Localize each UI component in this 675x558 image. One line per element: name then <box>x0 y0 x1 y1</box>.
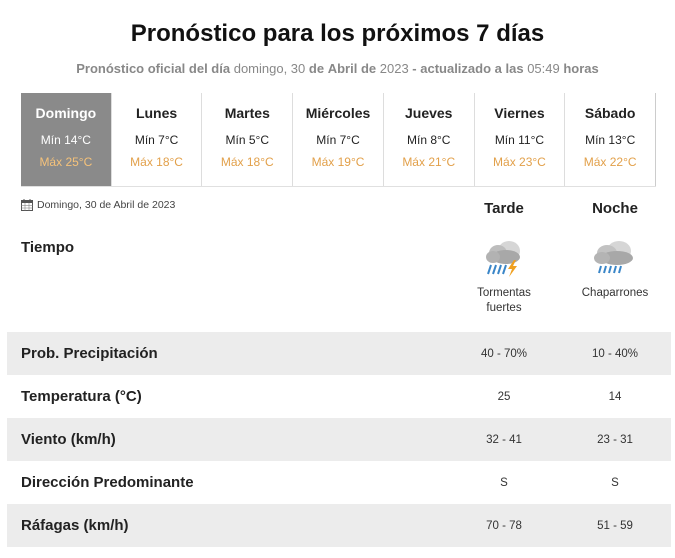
subtitle-prefix: Pronóstico oficial del día <box>76 61 231 76</box>
table-row: Prob. Precipitación 40 - 70% 10 - 40% <box>7 332 671 375</box>
subtitle-hours: horas <box>563 61 599 76</box>
weather-tarde: Tormentas fuertes <box>454 238 554 316</box>
weather-desc-line: Chaparrones <box>581 287 649 299</box>
row-label: Dirección Predominante <box>21 474 194 491</box>
day-max-temp: Máx 21°C <box>402 155 456 169</box>
day-name: Martes <box>224 105 270 121</box>
row-value-noche: S <box>611 476 619 489</box>
weather-desc-line: Tormentas <box>477 287 531 299</box>
day-tab-miercoles[interactable]: Miércoles Mín 7°C Máx 19°C <box>293 93 384 186</box>
column-header-noche: Noche <box>592 200 638 217</box>
day-max-temp: Máx 22°C <box>583 155 637 169</box>
day-tab-lunes[interactable]: Lunes Mín 7°C Máx 18°C <box>112 93 203 186</box>
weather-desc-noche: Chaparrones <box>565 286 665 301</box>
subtitle-day: domingo, 30 <box>233 61 306 76</box>
row-value-noche: 23 - 31 <box>597 433 633 446</box>
table-row: Viento (km/h) 32 - 41 23 - 31 <box>7 418 671 461</box>
subtitle-time: 05:49 <box>527 61 560 76</box>
day-tab-viernes[interactable]: Viernes Mín 11°C Máx 23°C <box>475 93 566 186</box>
row-label: Ráfagas (km/h) <box>21 517 129 534</box>
subtitle-year: 2023 <box>379 61 409 76</box>
page-title: Pronóstico para los próximos 7 días <box>130 20 545 47</box>
row-value-noche: 14 <box>608 390 622 403</box>
row-value-tarde: 32 - 41 <box>486 433 522 446</box>
day-min-temp: Mín 8°C <box>406 133 451 147</box>
day-min-temp: Mín 7°C <box>316 133 360 147</box>
day-name: Domingo <box>35 105 97 121</box>
row-value-tarde: S <box>500 476 508 489</box>
day-min-temp: Mín 5°C <box>225 133 270 147</box>
row-value-tarde: 25 <box>497 390 511 403</box>
row-label: Prob. Precipitación <box>21 345 158 362</box>
calendar-icon <box>21 199 33 211</box>
row-value-tarde: 40 - 70% <box>480 347 528 360</box>
table-row: Dirección Predominante S S <box>7 461 671 504</box>
day-tab-martes[interactable]: Martes Mín 5°C Máx 18°C <box>202 93 294 186</box>
day-tab-sabado[interactable]: Sábado Mín 13°C Máx 22°C <box>565 93 657 186</box>
page-subtitle: Pronóstico oficial del día domingo, 30 d… <box>0 61 675 76</box>
row-label: Viento (km/h) <box>21 431 116 448</box>
weather-desc-tarde: Tormentas fuertes <box>454 286 554 316</box>
day-min-temp: Mín 14°C <box>40 133 91 147</box>
day-tab-jueves[interactable]: Jueves Mín 8°C Máx 21°C <box>384 93 475 186</box>
column-header-tarde: Tarde <box>484 200 524 217</box>
showers-cloud-icon <box>594 241 633 274</box>
row-value-noche: 51 - 59 <box>597 519 633 532</box>
row-value-noche: 10 - 40% <box>591 347 639 360</box>
storm-cloud-icon <box>486 241 520 277</box>
day-name: Jueves <box>404 105 453 121</box>
day-max-temp: Máx 23°C <box>493 155 546 169</box>
day-max-temp: Máx 18°C <box>130 155 183 169</box>
table-row: Temperatura (°C) 25 14 <box>7 375 671 418</box>
subtitle-de-2: de <box>360 61 377 76</box>
day-name: Lunes <box>135 105 178 121</box>
weather-noche: Chaparrones <box>565 238 665 301</box>
table-row: Ráfagas (km/h) 70 - 78 51 - 59 <box>7 504 671 547</box>
day-max-temp: Máx 18°C <box>220 155 274 169</box>
day-tab-domingo[interactable]: Domingo Mín 14°C Máx 25°C <box>21 93 112 186</box>
day-tabs: Domingo Mín 14°C Máx 25°C Lunes Mín 7°C … <box>21 93 657 187</box>
selected-date: Domingo, 30 de Abril de 2023 <box>21 199 175 211</box>
row-value-tarde: 70 - 78 <box>486 519 522 532</box>
weather-desc-line: fuertes <box>486 302 522 314</box>
row-label: Temperatura (°C) <box>21 388 142 405</box>
tiempo-label: Tiempo <box>21 239 75 256</box>
selected-date-text: Domingo, 30 de Abril de 2023 <box>37 199 176 211</box>
subtitle-updated: - actualizado a las <box>412 61 524 76</box>
day-name: Viernes <box>494 105 545 121</box>
day-name: Sábado <box>584 105 636 121</box>
subtitle-month: Abril <box>327 61 358 76</box>
day-name: Miércoles <box>305 105 371 121</box>
day-max-temp: Máx 25°C <box>39 155 93 169</box>
day-max-temp: Máx 19°C <box>311 155 365 169</box>
day-min-temp: Mín 13°C <box>585 133 636 147</box>
subtitle-de-1: de <box>308 61 325 76</box>
day-min-temp: Mín 7°C <box>134 133 179 147</box>
day-min-temp: Mín 11°C <box>494 133 545 147</box>
